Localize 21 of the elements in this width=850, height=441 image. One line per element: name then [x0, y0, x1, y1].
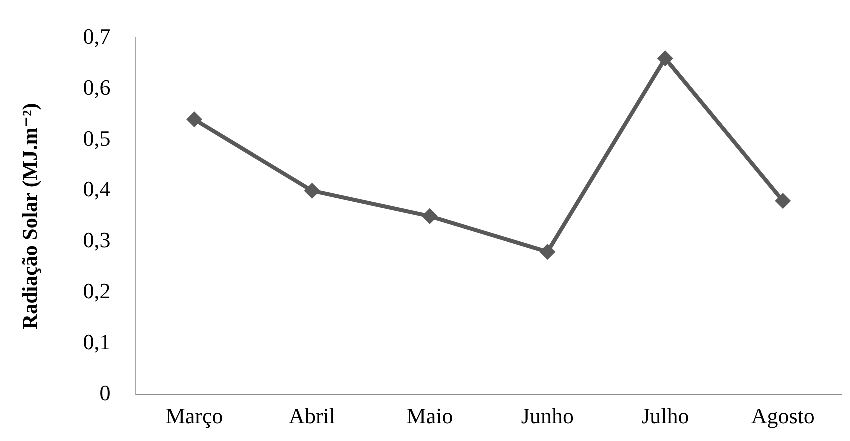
x-tick-label: Março: [166, 404, 224, 429]
point: [540, 244, 556, 260]
point: [304, 182, 320, 199]
point: [657, 50, 674, 67]
x-tick-label: Junho: [521, 404, 574, 429]
x-tick-label: Agosto: [751, 404, 815, 429]
x-tick-label: Julho: [642, 404, 690, 429]
point: [422, 208, 438, 224]
x-tick-label: Maio: [406, 404, 454, 429]
y-tick-label: 0,6: [83, 74, 111, 100]
y-tick-label: 0,5: [83, 126, 111, 151]
point: [186, 112, 203, 128]
y-tick-label: 0,7: [83, 24, 111, 49]
y-tick-label: 0,4: [83, 176, 111, 202]
y-tick-label: 0,2: [83, 278, 111, 304]
y-tick-label: 0: [100, 380, 111, 406]
y-axis-title: Radiação Solar (MJ.m⁻²): [18, 103, 42, 330]
point: [775, 193, 792, 210]
y-tick-label: 0,3: [83, 228, 111, 253]
x-tick-label: Abril: [289, 404, 336, 429]
y-tick-label: 0,1: [83, 329, 111, 354]
